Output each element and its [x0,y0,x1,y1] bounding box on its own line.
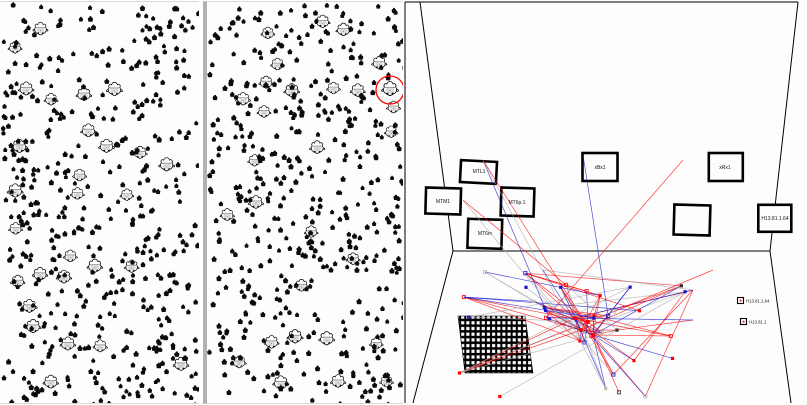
svg-text:xBx1: xBx1 [594,165,605,171]
svg-text:xRx1: xRx1 [719,165,731,171]
svg-text:MT6m: MT6m [478,231,492,237]
svg-text:H13.81.1.64: H13.81.1.64 [746,299,770,304]
svg-text:MTL1: MTL1 [473,169,486,175]
svg-text:MTM1: MTM1 [436,199,450,205]
svg-text:H13.81.1: H13.81.1 [749,320,767,325]
svg-text:H13.81.1.64: H13.81.1.64 [761,216,788,222]
